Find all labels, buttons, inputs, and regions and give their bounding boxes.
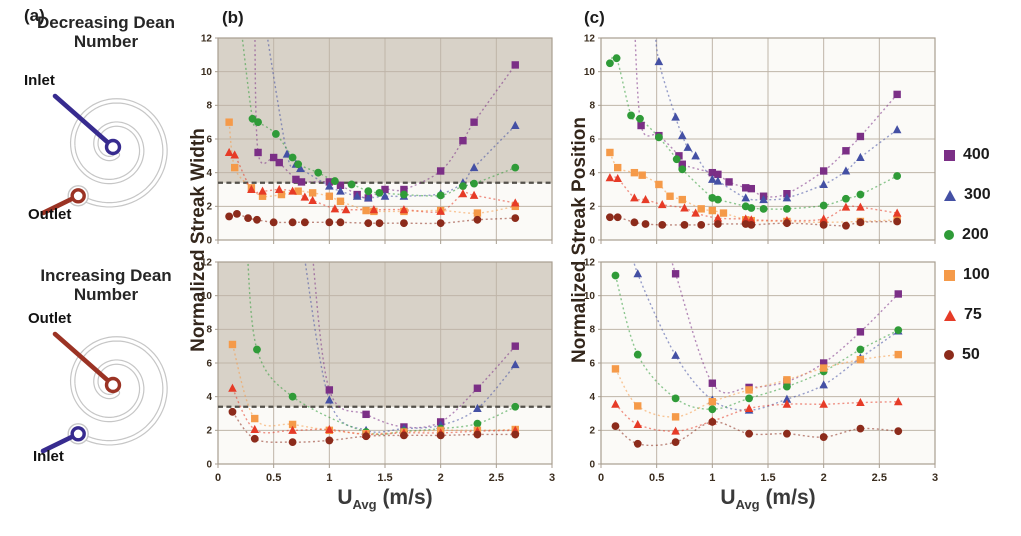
legend-label-100: 100 (963, 266, 990, 283)
svg-text:2.5: 2.5 (872, 472, 887, 484)
svg-text:0: 0 (589, 459, 595, 470)
svg-text:12: 12 (584, 33, 596, 44)
svg-text:2: 2 (438, 472, 444, 484)
inlet-label-top: Inlet (24, 72, 55, 89)
panel-a-letter: (a) (24, 6, 45, 25)
legend-marker-triangle-75 (944, 309, 956, 321)
svg-text:8: 8 (589, 325, 595, 336)
svg-text:12: 12 (201, 257, 213, 268)
svg-text:2: 2 (206, 426, 212, 437)
svg-text:0: 0 (589, 235, 595, 246)
svg-text:0: 0 (206, 459, 212, 470)
legend-item-50: 50 (944, 335, 991, 375)
svg-text:3: 3 (549, 472, 555, 484)
legend-label-200: 200 (962, 226, 989, 243)
svg-text:4: 4 (206, 168, 212, 179)
legend-label-50: 50 (962, 346, 980, 363)
svg-text:6: 6 (589, 134, 595, 145)
legend-item-200: 200 (944, 215, 991, 255)
legend-item-100: 100 (944, 255, 991, 295)
svg-text:4: 4 (589, 392, 595, 403)
svg-text:4: 4 (589, 168, 595, 179)
increasing-dean-title: Increasing Dean Number (40, 266, 172, 305)
legend-label-300: 300 (964, 186, 991, 203)
c-x-axis-label: UAvg (m/s) (582, 486, 954, 512)
svg-text:4: 4 (206, 392, 212, 403)
spiral-decreasing-diagram (40, 93, 168, 216)
svg-text:12: 12 (584, 257, 596, 268)
svg-text:8: 8 (206, 325, 212, 336)
svg-text:3: 3 (932, 472, 938, 484)
svg-text:2: 2 (821, 472, 827, 484)
svg-text:6: 6 (206, 358, 212, 369)
dean-number-legend: 400 300 200 100 75 50 (944, 135, 991, 375)
svg-text:2: 2 (206, 202, 212, 213)
decreasing-dean-title: Decreasing Dean Number (37, 13, 175, 52)
c-x-axis-units: (m/s) (759, 486, 816, 509)
inlet-label-bottom: Inlet (33, 448, 64, 465)
chart-c-bottom-streak-position-increasing: 0 2 4 6 8 10 12 0 0.5 1 1.5 2 2.5 3 (584, 257, 938, 484)
svg-text:2: 2 (589, 202, 595, 213)
panel-c-letter: (c) (584, 8, 605, 27)
svg-text:0: 0 (206, 235, 212, 246)
b-x-axis-units: (m/s) (376, 486, 433, 509)
legend-marker-circle-50 (944, 350, 954, 360)
chart-c-top-streak-position-decreasing: 0 2 4 6 8 10 12 (584, 33, 936, 246)
svg-text:10: 10 (584, 67, 596, 78)
legend-item-300: 300 (944, 175, 991, 215)
svg-text:1: 1 (709, 472, 715, 484)
legend-item-400: 400 (944, 135, 991, 175)
spiral-increasing-diagram (40, 331, 168, 454)
panel-b-letter: (b) (222, 8, 244, 27)
svg-text:1.5: 1.5 (760, 472, 775, 484)
c-x-axis-sub: Avg (735, 497, 760, 513)
svg-text:0.5: 0.5 (649, 472, 664, 484)
legend-label-75: 75 (964, 306, 982, 323)
legend-label-400: 400 (963, 146, 990, 163)
legend-item-75: 75 (944, 295, 991, 335)
svg-text:6: 6 (589, 358, 595, 369)
b-x-axis-u: U (337, 486, 353, 509)
legend-marker-circle-200 (944, 230, 954, 240)
outlet-label-bottom: Outlet (28, 310, 72, 327)
legend-marker-square-100 (944, 269, 955, 281)
svg-text:8: 8 (589, 101, 595, 112)
svg-text:0.5: 0.5 (266, 472, 281, 484)
svg-text:10: 10 (584, 291, 596, 302)
chart-b-bottom-streak-width-increasing: 0 2 4 6 8 10 12 0 0.5 1 1.5 2 2.5 3 (201, 257, 555, 484)
svg-text:1.5: 1.5 (377, 472, 392, 484)
outlet-label-top: Outlet (28, 206, 72, 223)
b-x-axis-sub: Avg (352, 497, 377, 513)
svg-text:6: 6 (206, 134, 212, 145)
svg-text:0: 0 (598, 472, 604, 484)
c-x-axis-u: U (720, 486, 736, 509)
svg-text:0: 0 (215, 472, 221, 484)
legend-marker-triangle-300 (944, 189, 956, 201)
chart-b-top-streak-width-decreasing: 0 2 4 6 8 10 12 (201, 33, 553, 246)
svg-text:8: 8 (206, 101, 212, 112)
b-x-axis-label: UAvg (m/s) (199, 486, 571, 512)
svg-text:12: 12 (201, 33, 213, 44)
svg-text:1: 1 (326, 472, 332, 484)
svg-text:2.5: 2.5 (489, 472, 504, 484)
legend-marker-square-400 (944, 149, 955, 161)
svg-text:2: 2 (589, 426, 595, 437)
svg-text:10: 10 (201, 291, 213, 302)
svg-text:10: 10 (201, 67, 213, 78)
